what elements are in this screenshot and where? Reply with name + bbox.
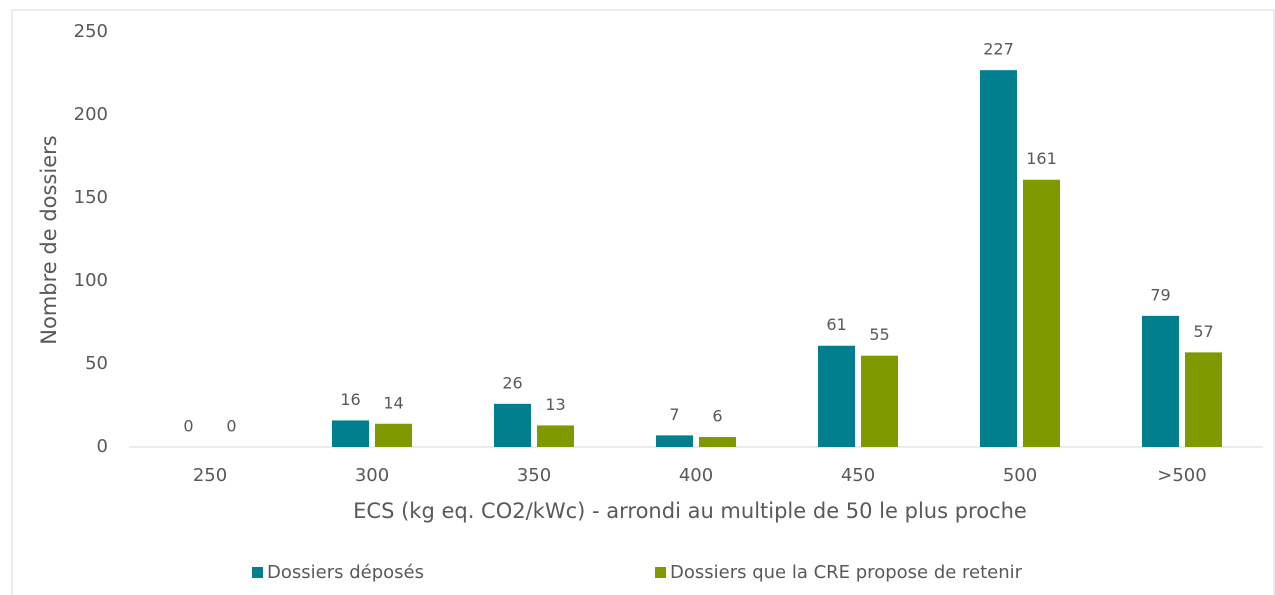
y-tick-label: 150 (74, 187, 108, 208)
data-label: 16 (340, 390, 360, 409)
data-label: 161 (1026, 149, 1057, 168)
data-label: 13 (545, 395, 565, 414)
x-tick-label: 450 (841, 465, 875, 486)
bar (537, 425, 574, 447)
data-label: 7 (669, 405, 679, 424)
bar (699, 437, 736, 447)
y-tick-label: 200 (74, 104, 108, 125)
bar (656, 435, 693, 447)
bar (375, 423, 412, 447)
x-tick-label: >500 (1157, 465, 1206, 486)
bar (980, 70, 1017, 448)
bar (332, 420, 369, 447)
data-label: 0 (183, 417, 193, 436)
bar (861, 355, 898, 447)
x-axis-title: ECS (kg eq. CO2/kWc) - arrondi au multip… (353, 499, 1027, 523)
data-label: 6 (712, 407, 722, 426)
y-tick-label: 100 (74, 270, 108, 291)
bar (1185, 352, 1222, 447)
data-label: 61 (826, 315, 846, 334)
chart-frame (11, 9, 1275, 595)
bar (1142, 315, 1179, 447)
legend-marker (252, 567, 263, 578)
data-label: 0 (226, 417, 236, 436)
x-tick-label: 350 (517, 465, 551, 486)
x-tick-label: 400 (679, 465, 713, 486)
x-tick-label: 250 (193, 465, 227, 486)
data-label: 79 (1150, 285, 1170, 304)
data-label: 26 (502, 373, 522, 392)
y-axis-title: Nombre de dossiers (37, 135, 61, 344)
bar (818, 345, 855, 447)
legend-label: Dossiers que la CRE propose de retenir (670, 562, 1023, 583)
bar (494, 403, 531, 447)
bar (1023, 179, 1060, 448)
data-label: 57 (1193, 322, 1213, 341)
legend-marker (655, 567, 666, 578)
x-tick-label: 500 (1003, 465, 1037, 486)
data-label: 227 (983, 40, 1014, 59)
data-label: 55 (869, 325, 889, 344)
y-tick-label: 50 (85, 353, 108, 374)
y-tick-label: 0 (97, 436, 108, 457)
legend-label: Dossiers déposés (267, 562, 424, 583)
y-tick-label: 250 (74, 21, 108, 42)
data-label: 14 (383, 393, 403, 412)
x-tick-label: 300 (355, 465, 389, 486)
